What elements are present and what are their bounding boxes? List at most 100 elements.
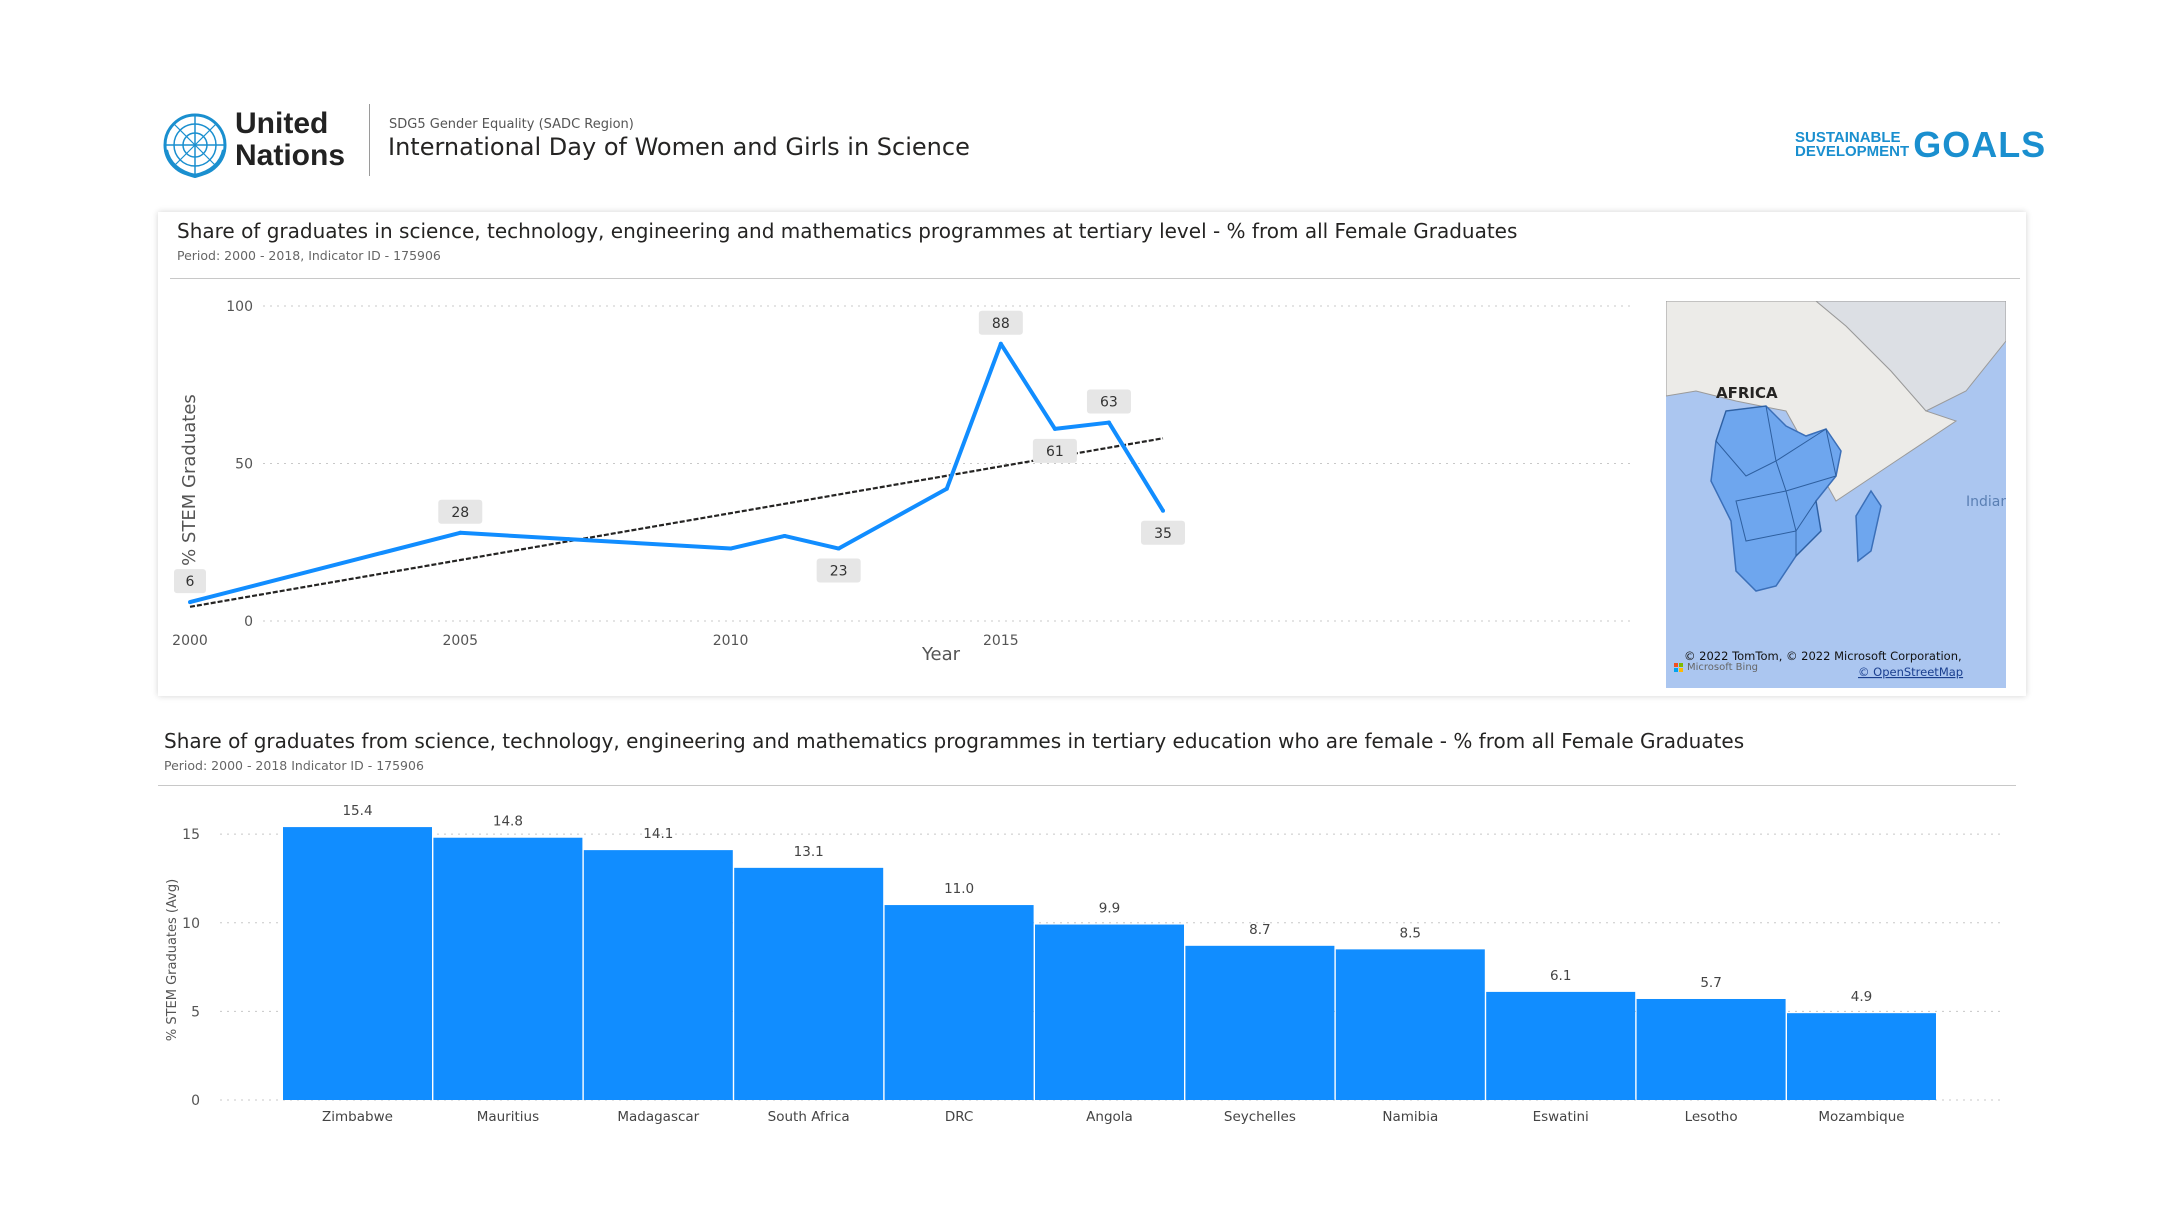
line-x-tick-label: 2005 (442, 633, 478, 649)
line-data-label: 88 (992, 316, 1010, 332)
line-point (944, 486, 949, 491)
line-data-label-bg (438, 499, 483, 524)
bar-data-label: 8.5 (1400, 925, 1421, 941)
openstreetmap-link[interactable]: © OpenStreetMap (1858, 665, 1963, 679)
un-wordmark: United Nations (235, 108, 345, 172)
line-chart[interactable]: % STEM Graduates Year 0 50 100 2000 2005 2010… (158, 280, 1658, 690)
line-y-tick-label: 0 (244, 614, 253, 630)
sdg-goals-text: GOALS (1913, 124, 2047, 165)
bar-category-label: Madagascar (617, 1109, 699, 1125)
sdg-line2: DEVELOPMENT (1795, 143, 1910, 160)
bar-category-label: South Africa (768, 1109, 850, 1125)
line-data-label-bg (1032, 438, 1077, 463)
bing-label: Microsoft Bing (1687, 662, 1758, 673)
map-country-borders (1715, 405, 1837, 558)
line-point (458, 530, 463, 535)
line-x-tick-label: 2010 (713, 633, 749, 649)
line-point (1161, 508, 1165, 513)
line-point (728, 546, 733, 551)
bar-category-label: Zimbabwe (322, 1109, 393, 1125)
bar (734, 867, 884, 1100)
microsoft-logo-yellow (1679, 668, 1683, 672)
bar-chart-header-rule (158, 785, 2016, 786)
bar-category-label: Lesotho (1685, 1109, 1738, 1125)
bar-y-tick-label: 5 (191, 1004, 200, 1020)
trend-line (189, 437, 1164, 608)
report-subtitle: SDG5 Gender Equality (SADC Region) (389, 117, 634, 132)
bar-category-label: DRC (945, 1109, 974, 1125)
bar-category-label: Namibia (1382, 1109, 1438, 1125)
bar-category-label: Eswatini (1533, 1109, 1589, 1125)
bar-data-label: 8.7 (1249, 922, 1270, 938)
line-point (836, 546, 841, 551)
line-data-label: 35 (1154, 526, 1172, 542)
line-y-axis-title: % STEM Graduates (179, 394, 200, 566)
bar (884, 905, 1034, 1100)
africa-map-canvas: AFRICA Indian Ocean © 2022 TomTom, © 202… (1666, 301, 2006, 688)
bar-category-label: Seychelles (1224, 1109, 1296, 1125)
line-data-label: 6 (186, 574, 195, 590)
bar-data-label: 14.1 (643, 826, 673, 842)
sdg-logo: SUSTAINABLE DEVELOPMENT GOALS (1795, 124, 2046, 166)
africa-map[interactable]: AFRICA Indian Ocean © 2022 TomTom, © 202… (1666, 301, 2006, 688)
bar-y-tick-label: 15 (182, 827, 200, 843)
bar-chart-subtitle: Period: 2000 - 2018 Indicator ID - 17590… (164, 758, 424, 773)
line-point (1052, 426, 1057, 431)
line-point (782, 533, 787, 538)
bar-data-label: 5.7 (1700, 975, 1721, 991)
bar (1185, 945, 1335, 1100)
bar-category-label: Mauritius (477, 1109, 539, 1125)
bar (433, 837, 583, 1100)
map-attribution: © 2022 TomTom, © 2022 Microsoft Corporat… (1684, 649, 1962, 663)
line-x-tick-label: 2000 (172, 633, 208, 649)
map-region-label: AFRICA (1716, 384, 1778, 402)
microsoft-logo-blue (1674, 668, 1678, 672)
line-data-label: 28 (451, 505, 469, 521)
bar-data-label: 4.9 (1851, 989, 1872, 1005)
un-emblem-icon (163, 113, 227, 179)
bar (1335, 949, 1485, 1100)
line-data-label-bg (174, 569, 206, 594)
line-data-label-bg (1141, 520, 1185, 545)
bar-data-label: 14.8 (493, 814, 523, 830)
bar (1486, 991, 1636, 1100)
bar-data-label: 9.9 (1099, 901, 1120, 917)
sdg-line1: SUSTAINABLE (1795, 129, 1901, 146)
bar-data-label: 11.0 (944, 881, 974, 897)
map-madagascar (1855, 489, 1882, 563)
line-chart-header-rule (170, 278, 2020, 279)
line-data-label: 63 (1100, 395, 1118, 411)
bar-y-tick-label: 0 (191, 1093, 200, 1109)
line-y-tick-label: 50 (235, 457, 253, 473)
bar-data-label: 15.4 (342, 803, 372, 819)
bar-y-axis-title: % STEM Graduates (Avg) (165, 879, 180, 1041)
line-x-axis-title: Year (921, 644, 961, 665)
header-divider (369, 104, 370, 176)
bar (583, 850, 733, 1100)
bar-chart[interactable]: % STEM Graduates (Avg) 0 5 10 15 15.4 Zimbabw… (158, 800, 2018, 1140)
map-arabia (1815, 301, 2006, 412)
microsoft-logo-green (1679, 663, 1683, 667)
bar (1787, 1013, 1936, 1100)
microsoft-logo-icon (1674, 663, 1678, 667)
line-point (1106, 420, 1111, 425)
line-point (998, 341, 1003, 346)
sdg-small-text: SUSTAINABLE DEVELOPMENT (1795, 129, 1910, 160)
bar-category-label: Mozambique (1818, 1109, 1904, 1125)
line-point (188, 600, 192, 605)
line-data-label-bg (978, 310, 1023, 335)
org-name-line1: United (235, 107, 329, 140)
bar (1035, 924, 1184, 1100)
bar (283, 827, 432, 1100)
bar-category-label: Angola (1086, 1109, 1133, 1125)
map-ocean-label: Indian Ocean (1966, 494, 2006, 510)
bar (1636, 998, 1786, 1100)
line-data-label-bg (816, 558, 861, 583)
line-x-tick-label: 2015 (983, 633, 1019, 649)
bar-data-label: 6.1 (1550, 968, 1571, 984)
report-title: International Day of Women and Girls in … (388, 133, 970, 161)
line-series (189, 341, 1165, 605)
line-data-label: 23 (830, 564, 848, 580)
line-data-label: 61 (1046, 444, 1064, 460)
line-data-label-bg (1086, 389, 1131, 414)
